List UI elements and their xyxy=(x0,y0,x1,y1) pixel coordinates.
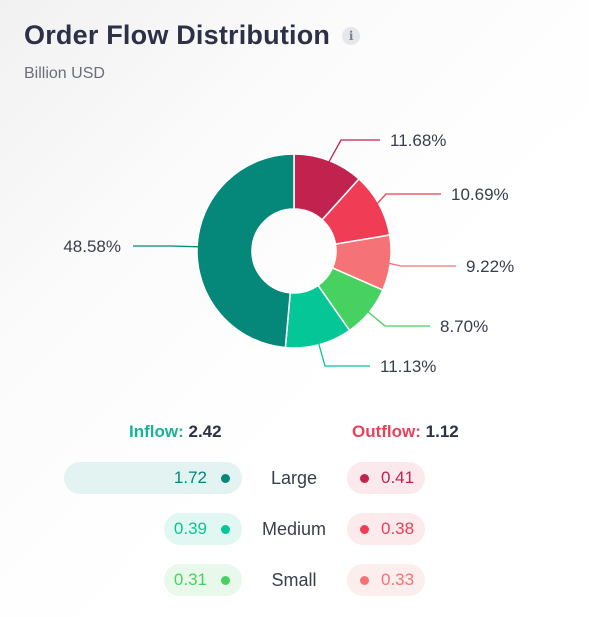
leader-line xyxy=(373,193,441,208)
outflow-value: 0.38 xyxy=(381,519,415,538)
slice-label: 10.69% xyxy=(451,185,509,204)
leader-line xyxy=(384,261,456,267)
donut-chart: 11.68% 10.69% 9.22% 8.70% 11.13% 48.58% xyxy=(63,131,514,376)
leader-line xyxy=(363,308,430,327)
info-icon[interactable]: i xyxy=(342,26,361,45)
slice-label: 11.68% xyxy=(390,131,446,150)
inflow-pill: 0.31 xyxy=(164,564,242,596)
outflow-value: 0.33 xyxy=(381,570,415,589)
slice-label: 11.13% xyxy=(380,357,436,376)
leader-line xyxy=(133,245,204,248)
inflow-summary-label: Inflow: xyxy=(129,422,184,441)
inflow-dot xyxy=(221,473,230,483)
slice-label: 8.70% xyxy=(440,317,488,336)
inflow-summary: Inflow: 2.42 xyxy=(129,422,222,442)
size-label: Small xyxy=(271,570,317,590)
inflow-summary-value: 2.42 xyxy=(188,422,222,441)
outflow-dot xyxy=(360,473,369,483)
inflow-dot xyxy=(221,575,230,585)
outflow-pill: 0.33 xyxy=(347,564,425,596)
size-label: Medium xyxy=(261,519,327,539)
outflow-dot xyxy=(360,524,369,534)
chart-subtitle: Billion USD xyxy=(24,65,105,82)
size-label: Large xyxy=(270,468,318,488)
outflow-pill: 0.41 xyxy=(347,462,425,494)
inflow-pill: 0.39 xyxy=(164,513,242,545)
slice-label: 48.58% xyxy=(63,237,121,256)
chart-header: Order Flow Distribution i Billion USD xyxy=(24,20,361,83)
outflow-pill: 0.38 xyxy=(347,513,425,545)
leader-line xyxy=(326,139,380,167)
inflow-dot xyxy=(221,524,230,534)
outflow-summary: Outflow: 1.12 xyxy=(352,422,459,442)
outflow-summary-value: 1.12 xyxy=(425,422,459,441)
slice-label: 9.22% xyxy=(466,257,514,276)
flow-row-large: 1.72 Large 0.41 xyxy=(0,462,589,494)
outflow-dot xyxy=(360,575,369,585)
flow-row-small: 0.31 Small 0.33 xyxy=(0,564,589,596)
inflow-value: 0.39 xyxy=(173,519,207,538)
leader-line xyxy=(316,338,370,367)
chart-title: Order Flow Distribution xyxy=(24,20,331,50)
flow-row-medium: 0.39 Medium 0.38 xyxy=(0,513,589,545)
inflow-value: 0.31 xyxy=(173,570,207,589)
outflow-value: 0.41 xyxy=(381,468,415,487)
inflow-pill: 1.72 xyxy=(64,462,242,494)
outflow-summary-label: Outflow: xyxy=(352,422,421,441)
title-row: Order Flow Distribution i xyxy=(24,20,361,51)
inflow-value: 1.72 xyxy=(173,468,207,487)
donut-slice[interactable] xyxy=(196,153,295,349)
